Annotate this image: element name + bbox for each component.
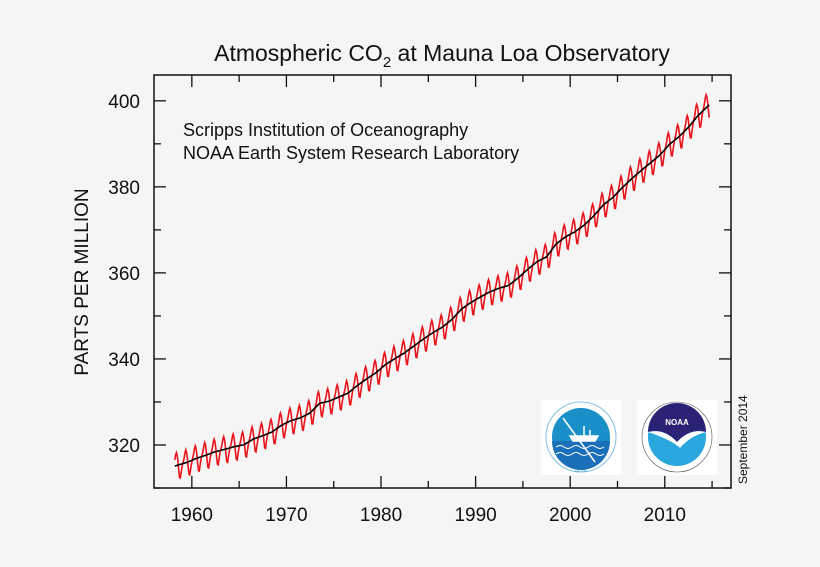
trend-co2-line xyxy=(174,104,710,467)
y-tick-label: 360 xyxy=(108,264,140,285)
monthly-co2-line xyxy=(174,92,710,480)
y-tick-label: 400 xyxy=(108,92,140,113)
annotation-noaa: NOAA Earth System Research Laboratory xyxy=(183,143,519,163)
date-note: September 2014 xyxy=(736,395,750,484)
y-tick-label: 380 xyxy=(108,178,140,199)
noaa-logo-text: NOAA xyxy=(665,418,689,427)
annotation-scripps: Scripps Institution of Oceanography xyxy=(183,120,468,140)
x-tick-label: 1980 xyxy=(360,505,402,526)
x-tick-label: 1970 xyxy=(265,505,307,526)
x-tick-label: 2010 xyxy=(644,505,686,526)
y-axis-label: PARTS PER MILLION xyxy=(72,188,93,375)
chart-title: Atmospheric CO2 at Mauna Loa Observatory xyxy=(214,40,670,71)
y-tick-label: 320 xyxy=(108,436,140,457)
x-tick-label: 1990 xyxy=(454,505,496,526)
x-tick-label: 2000 xyxy=(549,505,591,526)
plot-frame xyxy=(153,74,732,489)
scripps-logo-bottom: UCSD xyxy=(575,468,586,473)
noaa-logo: NOAA xyxy=(637,400,717,475)
y-tick-label: 340 xyxy=(108,350,140,371)
scripps-logo: UCSD xyxy=(541,400,621,475)
x-tick-label: 1960 xyxy=(171,505,213,526)
